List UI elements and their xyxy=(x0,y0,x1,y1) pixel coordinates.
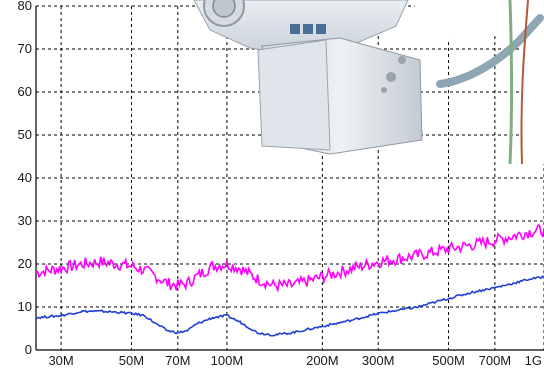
y-tick-label: 10 xyxy=(18,299,32,314)
device-photo xyxy=(158,0,544,165)
x-tick-label: 200M xyxy=(306,353,339,368)
x-tick-label: 30M xyxy=(48,353,73,368)
cable-red xyxy=(520,0,529,165)
series-layer xyxy=(35,223,544,337)
y-tick-label: 70 xyxy=(18,41,32,56)
x-tick-label: 100M xyxy=(211,353,244,368)
y-tick-label: 30 xyxy=(18,213,32,228)
y-tick-label: 0 xyxy=(25,342,32,357)
y-tick-label: 40 xyxy=(18,170,32,185)
y-tick-label: 80 xyxy=(18,0,32,13)
x-tick-label: 700M xyxy=(479,353,512,368)
device-base xyxy=(257,39,331,151)
x-tick-label: 300M xyxy=(362,353,395,368)
x-tick-label: 50M xyxy=(119,353,144,368)
x-tick-label: 1G xyxy=(525,353,542,368)
series-line-1 xyxy=(35,223,544,294)
y-tick-label: 20 xyxy=(18,256,32,271)
x-tick-label: 500M xyxy=(432,353,465,368)
y-tick-label: 60 xyxy=(18,84,32,99)
x-tick-label: 70M xyxy=(165,353,190,368)
series-line-2 xyxy=(35,275,544,337)
cable-green xyxy=(508,0,513,165)
y-tick-label: 50 xyxy=(18,127,32,142)
cable-grey xyxy=(436,14,544,88)
axes: 0 10 20 30 40 50 60 70 80 30M 50M 70M 100M 200M 300M 50… xyxy=(18,0,544,368)
